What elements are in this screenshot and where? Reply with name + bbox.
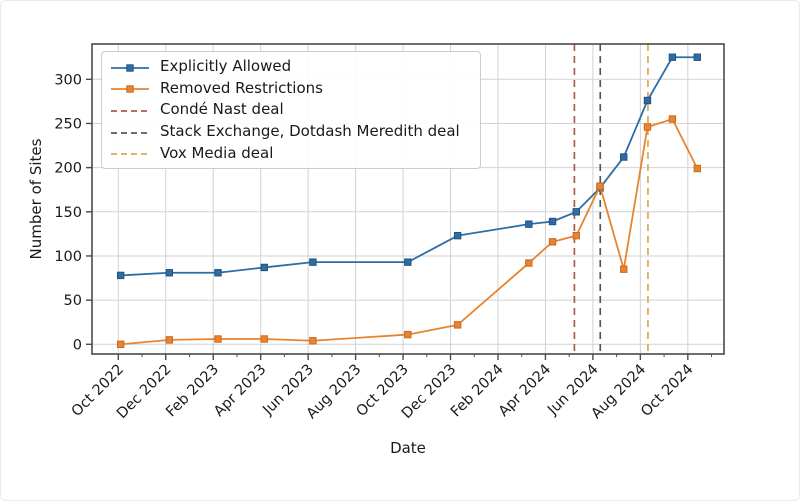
data-point-explicitly-allowed-sep-2024 [668, 53, 677, 61]
legend-label: Vox Media deal [160, 143, 274, 162]
legend-item-3: Condé Nast deal [110, 99, 472, 121]
y-tick-label: 200 [54, 161, 82, 177]
data-point-explicitly-allowed-apr-2024 [548, 217, 557, 226]
legend-line-marker-swatch [110, 60, 150, 74]
legend-swatch-canvas [111, 110, 149, 112]
data-point-explicitly-allowed-aug-2024 [643, 96, 652, 105]
legend-label: Explicitly Allowed [160, 57, 292, 76]
plot-frame [91, 43, 725, 355]
legend-swatch-canvas [111, 131, 149, 134]
chart-legend: Explicitly Allowed Removed Restrictions Co… [101, 51, 481, 169]
data-point-explicitly-allowed-dec-2023 [453, 231, 462, 240]
data-point-removed-restrictions-aug-2024 [643, 123, 652, 131]
data-point-explicitly-allowed-jun-2023 [309, 258, 317, 266]
legend-swatch-canvas [111, 153, 149, 156]
data-point-removed-restrictions-dec-2023 [453, 321, 462, 329]
data-point-removed-restrictions-feb-2023 [214, 335, 222, 343]
legend-dashed-line-swatch [110, 146, 150, 160]
x-axis-title: Date [390, 439, 426, 457]
legend-line-marker-swatch [110, 81, 150, 95]
data-point-explicitly-allowed-oct-2023 [404, 258, 412, 266]
data-point-explicitly-allowed-apr-2023 [260, 263, 268, 272]
data-point-removed-restrictions-jun-2023 [309, 337, 317, 345]
y-tick-label: 300 [54, 72, 82, 88]
data-point-explicitly-allowed-dec-2022 [165, 269, 174, 277]
data-point-removed-restrictions-oct-2022 [116, 340, 125, 349]
data-point-removed-restrictions-may-2024 [572, 231, 580, 240]
x-tick-label: Oct 2024 [638, 362, 696, 420]
legend-label: Condé Nast deal [160, 100, 284, 119]
data-point-explicitly-allowed-jul-2024 [620, 153, 628, 161]
y-tick-label: 0 [73, 337, 82, 353]
data-point-removed-restrictions-dec-2022 [165, 336, 174, 344]
data-point-removed-restrictions-sep-2024 [668, 115, 677, 123]
legend-item-1: Explicitly Allowed [110, 56, 472, 78]
data-point-removed-restrictions-apr-2023 [260, 335, 268, 343]
legend-label: Removed Restrictions [160, 78, 323, 97]
y-tick-label: 100 [54, 249, 82, 265]
data-point-explicitly-allowed-may-2024 [572, 208, 580, 216]
x-tick-label: Apr 2023 [211, 362, 269, 420]
data-point-removed-restrictions-mar-2024 [525, 259, 533, 267]
data-point-removed-restrictions-jul-2024 [620, 265, 628, 273]
x-tick-label: Apr 2024 [496, 362, 554, 420]
data-point-removed-restrictions-apr-2024 [548, 238, 557, 246]
data-point-removed-restrictions-oct-2023 [404, 330, 412, 339]
y-tick-label: 150 [54, 205, 82, 221]
legend-item-4: Stack Exchange, Dotdash Meredith deal [110, 121, 472, 143]
y-tick-label: 50 [64, 293, 82, 309]
data-point-explicitly-allowed-feb-2023 [214, 269, 222, 277]
legend-item-2: Removed Restrictions [110, 78, 472, 100]
data-point-removed-restrictions-oct-2024 [693, 164, 702, 173]
y-tick-label: 250 [54, 116, 82, 132]
data-point-removed-restrictions-jun-2024 [596, 182, 604, 190]
data-point-explicitly-allowed-mar-2024 [525, 220, 533, 228]
legend-swatch-canvas [111, 85, 149, 94]
y-axis-title: Number of Sites [27, 138, 45, 259]
legend-swatch-canvas [111, 64, 149, 72]
legend-label: Stack Exchange, Dotdash Meredith deal [160, 122, 460, 141]
data-point-explicitly-allowed-oct-2024 [693, 53, 702, 61]
data-point-explicitly-allowed-oct-2022 [116, 271, 125, 280]
legend-item-5: Vox Media deal [110, 142, 472, 164]
legend-dashed-line-swatch [110, 125, 150, 139]
legend-dashed-line-swatch [110, 103, 150, 117]
